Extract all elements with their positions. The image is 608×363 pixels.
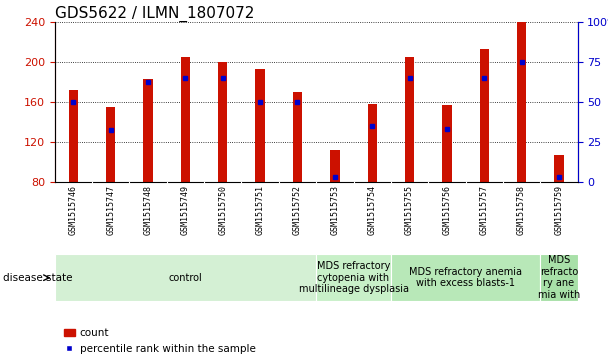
Text: GSM1515755: GSM1515755 <box>405 185 414 235</box>
Text: GSM1515751: GSM1515751 <box>255 185 264 235</box>
Bar <box>330 150 339 182</box>
Bar <box>181 57 190 182</box>
Text: GSM1515754: GSM1515754 <box>368 185 377 235</box>
Text: control: control <box>168 273 202 283</box>
Bar <box>541 254 578 301</box>
Bar <box>554 155 564 182</box>
Bar <box>69 90 78 182</box>
Bar <box>442 105 452 182</box>
Text: GDS5622 / ILMN_1807072: GDS5622 / ILMN_1807072 <box>55 5 254 22</box>
Text: GSM1515747: GSM1515747 <box>106 185 116 235</box>
Text: MDS
refracto
ry ane
mia with: MDS refracto ry ane mia with <box>538 255 580 300</box>
Text: GSM1515746: GSM1515746 <box>69 185 78 235</box>
Bar <box>293 92 302 182</box>
Bar <box>106 107 116 182</box>
Bar <box>316 254 391 301</box>
Bar <box>218 62 227 182</box>
Bar <box>255 69 265 182</box>
Text: MDS refractory anemia
with excess blasts-1: MDS refractory anemia with excess blasts… <box>409 267 522 289</box>
Bar <box>405 57 414 182</box>
Text: GSM1515750: GSM1515750 <box>218 185 227 235</box>
Bar <box>143 79 153 182</box>
Bar <box>391 254 541 301</box>
Bar <box>480 49 489 182</box>
Text: GSM1515752: GSM1515752 <box>293 185 302 235</box>
Text: GSM1515753: GSM1515753 <box>330 185 339 235</box>
Bar <box>55 254 316 301</box>
Text: MDS refractory
cytopenia with
multilineage dysplasia: MDS refractory cytopenia with multilinea… <box>299 261 409 294</box>
Bar <box>367 104 377 182</box>
Bar <box>517 22 527 182</box>
Text: GSM1515749: GSM1515749 <box>181 185 190 235</box>
Text: GSM1515748: GSM1515748 <box>143 185 153 235</box>
Text: disease state: disease state <box>3 273 72 283</box>
Legend: count, percentile rank within the sample: count, percentile rank within the sample <box>60 324 260 358</box>
Text: GSM1515758: GSM1515758 <box>517 185 526 235</box>
Text: GSM1515759: GSM1515759 <box>554 185 564 235</box>
Text: GSM1515756: GSM1515756 <box>443 185 451 235</box>
Text: GSM1515757: GSM1515757 <box>480 185 489 235</box>
